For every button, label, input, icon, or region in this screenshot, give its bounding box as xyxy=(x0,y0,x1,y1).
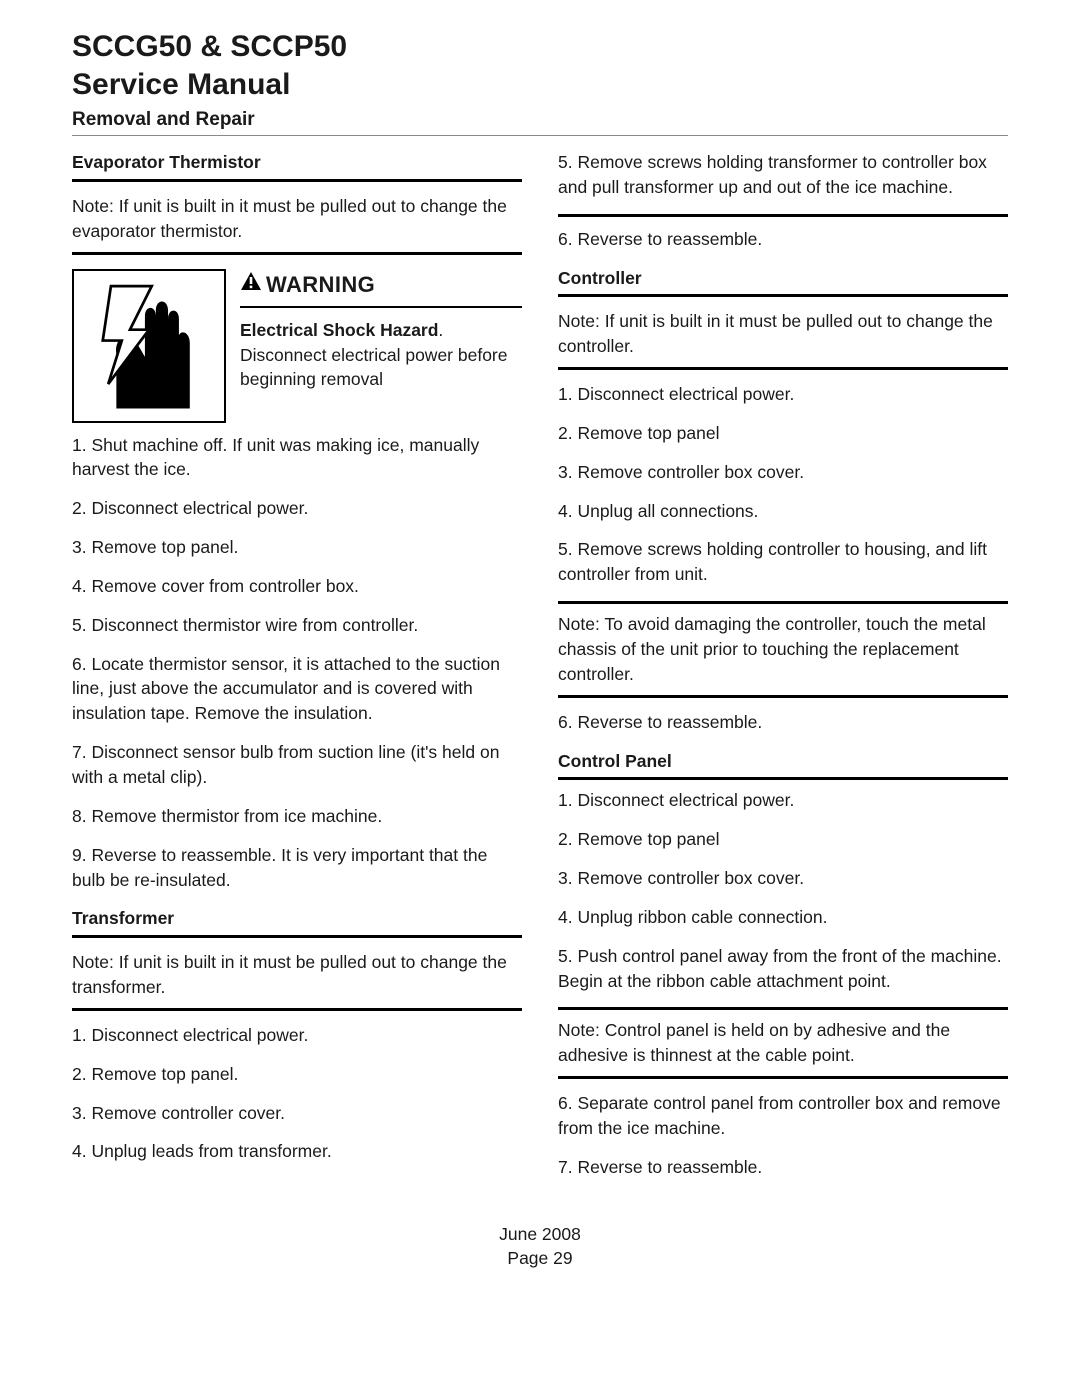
controller-step-6: 6. Reverse to reassemble. xyxy=(558,710,1008,735)
footer: June 2008 Page 29 xyxy=(72,1222,1008,1271)
content-columns: Evaporator Thermistor Note: If unit is b… xyxy=(72,150,1008,1194)
evap-step-9: 9. Reverse to reassemble. It is very imp… xyxy=(72,843,522,893)
transformer-step-6: 6. Reverse to reassemble. xyxy=(558,227,1008,252)
control-panel-step-7: 7. Reverse to reassemble. xyxy=(558,1155,1008,1180)
controller-heading: Controller xyxy=(558,266,1008,291)
title-underline xyxy=(72,135,1008,136)
separator-rule xyxy=(558,214,1008,217)
right-column: 5. Remove screws holding transformer to … xyxy=(558,150,1008,1194)
warning-label: WARNING xyxy=(266,269,375,300)
evaporator-thermistor-heading: Evaporator Thermistor xyxy=(72,150,522,175)
evap-step-3: 3. Remove top panel. xyxy=(72,535,522,560)
warning-body: Electrical Shock Hazard. Disconnect elec… xyxy=(240,318,522,393)
transformer-step-5: 5. Remove screws holding transformer to … xyxy=(558,150,1008,200)
control-panel-step-4: 4. Unplug ribbon cable connection. xyxy=(558,905,1008,930)
control-panel-step-6: 6. Separate control panel from controlle… xyxy=(558,1091,1008,1141)
transformer-step-3: 3. Remove controller cover. xyxy=(72,1101,522,1126)
controller-step-3: 3. Remove controller box cover. xyxy=(558,460,1008,485)
evap-step-6: 6. Locate thermistor sensor, it is attac… xyxy=(72,652,522,727)
evap-note: Note: If unit is built in it must be pul… xyxy=(72,192,522,255)
control-panel-heading: Control Panel xyxy=(558,749,1008,774)
evap-step-2: 2. Disconnect electrical power. xyxy=(72,496,522,521)
controller-step-1: 1. Disconnect electrical power. xyxy=(558,382,1008,407)
evap-step-8: 8. Remove thermistor from ice machine. xyxy=(72,804,522,829)
control-panel-step-5: 5. Push control panel away from the fron… xyxy=(558,944,1008,994)
footer-date: June 2008 xyxy=(72,1222,1008,1247)
transformer-heading: Transformer xyxy=(72,906,522,931)
header: SCCG50 & SCCP50 Service Manual Removal a… xyxy=(72,28,1008,136)
heading-rule xyxy=(558,777,1008,780)
evap-step-7: 7. Disconnect sensor bulb from suction l… xyxy=(72,740,522,790)
controller-note-2: Note: To avoid damaging the controller, … xyxy=(558,601,1008,698)
controller-step-4: 4. Unplug all connections. xyxy=(558,499,1008,524)
transformer-note: Note: If unit is built in it must be pul… xyxy=(72,948,522,1011)
warning-label-row: WARNING xyxy=(240,269,522,308)
shock-hazard-icon xyxy=(72,269,226,423)
title-line-2: Service Manual xyxy=(72,66,1008,104)
transformer-step-1: 1. Disconnect electrical power. xyxy=(72,1023,522,1048)
controller-step-5: 5. Remove screws holding controller to h… xyxy=(558,537,1008,587)
heading-rule xyxy=(558,294,1008,297)
control-panel-step-1: 1. Disconnect electrical power. xyxy=(558,788,1008,813)
left-column: Evaporator Thermistor Note: If unit is b… xyxy=(72,150,522,1194)
control-panel-note: Note: Control panel is held on by adhesi… xyxy=(558,1007,1008,1079)
heading-rule xyxy=(72,935,522,938)
heading-rule xyxy=(72,179,522,182)
evap-step-1: 1. Shut machine off. If unit was making … xyxy=(72,433,522,483)
transformer-step-2: 2. Remove top panel. xyxy=(72,1062,522,1087)
transformer-step-4: 4. Unplug leads from transformer. xyxy=(72,1139,522,1164)
controller-note-1: Note: If unit is built in it must be pul… xyxy=(558,307,1008,370)
control-panel-step-2: 2. Remove top panel xyxy=(558,827,1008,852)
warning-triangle-icon xyxy=(240,271,262,298)
evap-step-4: 4. Remove cover from controller box. xyxy=(72,574,522,599)
footer-page: Page 29 xyxy=(72,1246,1008,1271)
warning-body-bold: Electrical Shock Hazard xyxy=(240,320,438,340)
controller-step-2: 2. Remove top panel xyxy=(558,421,1008,446)
subtitle: Removal and Repair xyxy=(72,109,1008,131)
evap-step-5: 5. Disconnect thermistor wire from contr… xyxy=(72,613,522,638)
title-line-1: SCCG50 & SCCP50 xyxy=(72,28,1008,66)
control-panel-step-3: 3. Remove controller box cover. xyxy=(558,866,1008,891)
warning-text: WARNING Electrical Shock Hazard. Disconn… xyxy=(240,269,522,393)
warning-block: WARNING Electrical Shock Hazard. Disconn… xyxy=(72,269,522,423)
